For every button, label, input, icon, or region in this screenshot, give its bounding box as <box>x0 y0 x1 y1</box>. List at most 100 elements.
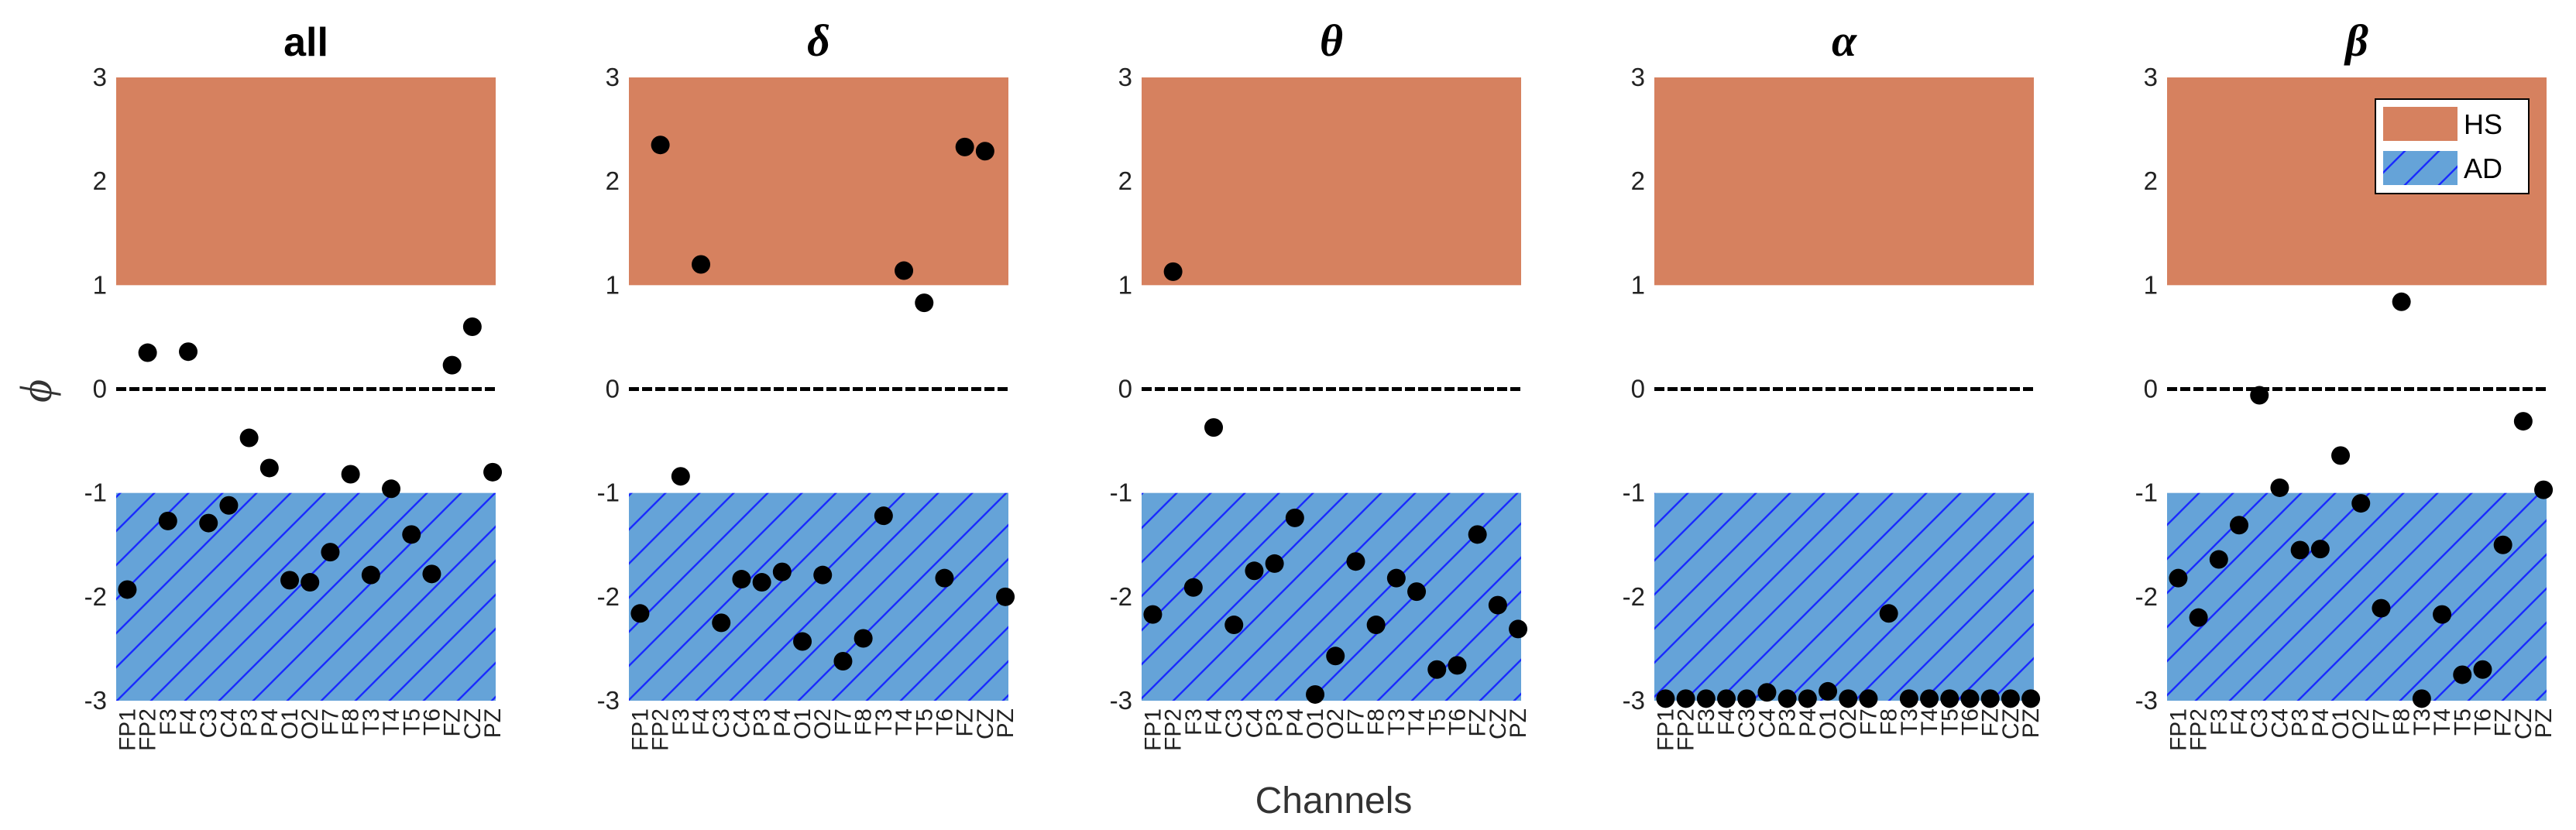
x-tick-label: O2 <box>1836 708 1861 739</box>
data-point <box>935 568 954 588</box>
data-point <box>1737 689 1757 708</box>
y-tick-label: -2 <box>1623 582 1645 611</box>
data-point <box>1980 689 2000 708</box>
x-tick-label: T5 <box>399 708 424 736</box>
y-tick-label: 1 <box>1631 270 1645 299</box>
data-point <box>2473 660 2492 679</box>
x-tick-label: FP2 <box>648 708 674 751</box>
x-tick-label: T3 <box>359 708 384 736</box>
y-tick-label: -2 <box>2135 582 2158 611</box>
y-tick-label: 0 <box>1631 375 1645 403</box>
data-point <box>2169 568 2188 588</box>
y-tick-label: 3 <box>606 63 620 91</box>
data-point <box>462 317 482 336</box>
data-point <box>1509 619 1528 639</box>
data-point <box>732 570 751 589</box>
data-point <box>239 428 259 448</box>
x-tick-label: CZ <box>2511 708 2537 739</box>
data-point <box>2310 540 2330 559</box>
x-tick-label: P3 <box>750 708 775 737</box>
y-tick-label: -1 <box>84 478 107 507</box>
x-tick-label: T4 <box>1404 708 1430 736</box>
panel-title: α <box>1832 15 1857 66</box>
x-tick-label: T4 <box>1917 708 1942 736</box>
band-hs <box>116 77 496 286</box>
data-point <box>1879 604 1898 623</box>
y-tick-label: 3 <box>2144 63 2158 91</box>
data-point <box>1265 554 1284 573</box>
x-tick-label: FZ <box>2491 708 2516 737</box>
data-point <box>1717 689 1736 708</box>
data-point <box>2230 516 2249 535</box>
x-tick-label: P3 <box>1262 708 1288 737</box>
data-point <box>1346 552 1365 571</box>
data-point <box>2513 412 2533 431</box>
x-tick-label: F4 <box>2227 708 2252 736</box>
data-point <box>752 573 771 592</box>
x-tick-label: O1 <box>277 708 303 739</box>
x-tick-label: F7 <box>2368 708 2394 736</box>
y-tick-label: 2 <box>93 166 107 195</box>
data-point <box>341 465 360 484</box>
data-point <box>1488 595 1507 615</box>
x-tick-label: CZ <box>973 708 998 739</box>
x-tick-label: F3 <box>2207 708 2232 736</box>
data-point <box>422 564 441 584</box>
data-point <box>259 458 279 478</box>
x-tick-label: T5 <box>1937 708 1963 736</box>
data-point <box>1859 689 1878 708</box>
data-point <box>219 496 239 515</box>
x-tick-label: O2 <box>2348 708 2374 739</box>
data-point <box>2493 535 2512 554</box>
y-tick-label: 0 <box>2144 375 2158 403</box>
x-tick-label: FZ <box>1978 708 2004 737</box>
x-tick-label: F4 <box>1201 708 1227 736</box>
legend-swatch-hs <box>2383 107 2458 141</box>
x-tick-label: T6 <box>2470 708 2495 736</box>
data-point <box>895 261 914 280</box>
x-tick-label: P3 <box>237 708 263 737</box>
x-tick-label: CZ <box>1998 708 2024 739</box>
data-point <box>692 255 711 274</box>
x-tick-label: C3 <box>1221 708 1247 738</box>
x-tick-label: P3 <box>1775 708 1801 737</box>
x-tick-label: P4 <box>2308 708 2334 737</box>
data-point <box>301 573 320 592</box>
x-tick-label: FP2 <box>1674 708 1699 751</box>
x-tick-label: FP1 <box>1653 708 1678 751</box>
y-tick-label: 3 <box>1631 63 1645 91</box>
x-tick-label: T3 <box>2409 708 2435 736</box>
y-tick-label: 2 <box>1118 166 1132 195</box>
panel-title: δ <box>807 15 830 66</box>
x-tick-label: PZ <box>993 708 1018 738</box>
x-tick-label: T6 <box>1957 708 1983 736</box>
data-point <box>321 543 340 562</box>
data-point <box>1656 689 1675 708</box>
x-tick-label: C4 <box>1242 708 1267 738</box>
x-tick-label: F7 <box>1856 708 1881 736</box>
data-point <box>996 587 1015 606</box>
data-point <box>179 342 198 362</box>
legend: HS AD <box>2375 98 2530 194</box>
data-point <box>1427 660 1447 679</box>
x-tick-label: C3 <box>1734 708 1760 738</box>
x-tick-label: T3 <box>1897 708 1922 736</box>
y-tick-label: 1 <box>1118 270 1132 299</box>
data-point <box>1366 616 1386 635</box>
x-tick-label: T4 <box>891 708 917 736</box>
x-tick-label: PZ <box>2531 708 2557 738</box>
y-tick-label: 3 <box>93 63 107 91</box>
data-point <box>955 137 974 156</box>
x-tick-label: C3 <box>2247 708 2272 738</box>
x-tick-label: P4 <box>1795 708 1821 737</box>
panel-title: β <box>2344 15 2368 66</box>
band-ad <box>629 492 1008 701</box>
panel-2: -3-2-10123δFP1FP2F3F4C3C4P3P4O1O2F7F8T3T… <box>597 15 1018 751</box>
x-tick-label: P4 <box>257 708 283 737</box>
data-point <box>1676 689 1695 708</box>
data-point <box>2534 480 2554 499</box>
x-tick-label: F3 <box>668 708 694 736</box>
data-point <box>630 604 650 623</box>
x-tick-label: O1 <box>1815 708 1841 739</box>
